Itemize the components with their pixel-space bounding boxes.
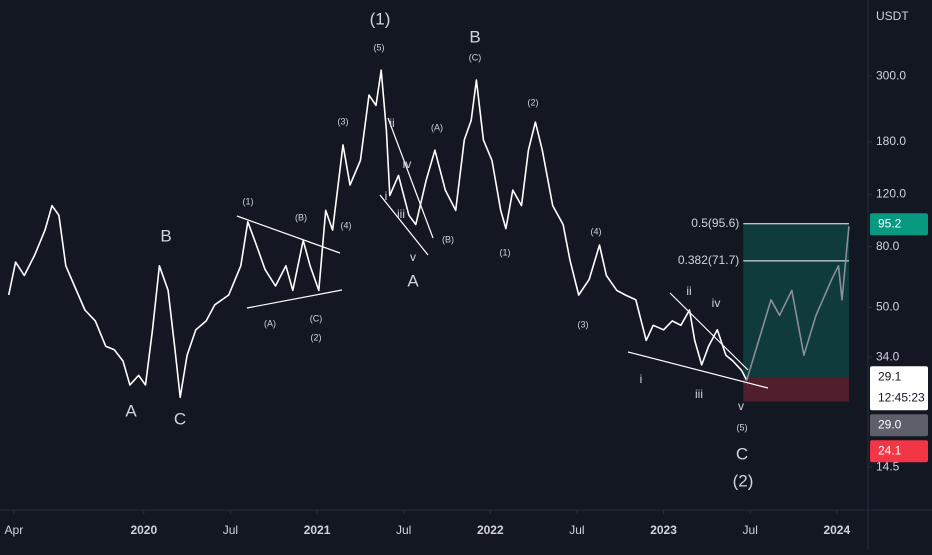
wave-label: i (385, 189, 388, 203)
wave-label: (2) (528, 97, 539, 107)
price-tag-label: 24.1 (878, 443, 902, 457)
fib-label: 0.382(71.7) (678, 253, 739, 267)
trend-line (246, 289, 343, 309)
wave-label: B (469, 27, 480, 46)
wave-label: ii (389, 116, 394, 130)
x-tick-label: Apr (5, 523, 24, 537)
x-tick-label: 2024 (823, 523, 850, 537)
y-tick-label: 180.0 (876, 134, 906, 148)
price-line (7, 69, 748, 399)
trend-line (627, 351, 769, 389)
currency-label: USDT (876, 9, 909, 23)
wave-label: (2) (733, 471, 754, 490)
wave-label: (4) (341, 220, 352, 230)
y-tick-label: 34.0 (876, 349, 900, 363)
wave-label: (2) (311, 332, 322, 342)
y-tick-label: 300.0 (876, 68, 906, 82)
wave-label: ii (686, 284, 691, 298)
wave-label: (1) (500, 247, 511, 257)
wave-label: (A) (264, 318, 276, 328)
wave-label: iv (712, 296, 721, 310)
wave-label: C (174, 409, 186, 428)
wave-label: A (125, 401, 137, 420)
x-tick-label: 2023 (650, 523, 677, 537)
countdown: 12:45:23 (878, 390, 925, 404)
price-tag (870, 440, 928, 463)
wave-label: (B) (295, 212, 307, 222)
wave-label: iii (695, 387, 703, 401)
wave-label: (5) (374, 42, 385, 52)
wave-label: (B) (442, 234, 454, 244)
x-tick-label: Jul (569, 523, 584, 537)
wave-label: (A) (431, 122, 443, 132)
y-tick-label: 80.0 (876, 239, 900, 253)
wave-label: (C) (310, 313, 323, 323)
trend-line (379, 194, 429, 256)
wave-label: (1) (370, 9, 391, 28)
wave-label: (3) (338, 116, 349, 126)
x-tick-label: Jul (223, 523, 238, 537)
price-tag (870, 213, 928, 236)
target-zone (743, 223, 849, 378)
price-tag (870, 366, 928, 411)
wave-label: (4) (591, 226, 602, 236)
wave-label: B (160, 226, 171, 245)
x-tick-label: 2020 (130, 523, 157, 537)
x-tick-label: 2021 (304, 523, 331, 537)
price-tag (870, 414, 928, 437)
wave-label: A (407, 271, 419, 290)
trend-line (669, 292, 749, 371)
wave-label: v (410, 250, 416, 264)
wave-label: (1) (243, 196, 254, 206)
stop-zone (743, 377, 849, 402)
wave-label: (C) (469, 52, 482, 62)
y-tick-label: 50.0 (876, 300, 900, 314)
wave-label: C (736, 444, 748, 463)
trend-line (387, 117, 434, 239)
x-tick-label: Jul (396, 523, 411, 537)
wave-label: (3) (578, 319, 589, 329)
y-tick-label: 14.5 (876, 459, 900, 473)
price-tag-label: 29.1 (878, 369, 902, 383)
wave-label: iv (403, 157, 412, 171)
wave-label: iii (397, 207, 405, 221)
wave-label: v (738, 399, 744, 413)
price-tag-label: 95.2 (878, 216, 902, 230)
wave-label: i (640, 372, 643, 386)
price-line (745, 226, 850, 381)
wave-label: (5) (737, 422, 748, 432)
y-tick-label: 120.0 (876, 187, 906, 201)
price-tag-label: 29.0 (878, 417, 902, 431)
fib-label: 0.5(95.6) (691, 216, 739, 230)
x-tick-label: Jul (743, 523, 758, 537)
x-tick-label: 2022 (477, 523, 504, 537)
